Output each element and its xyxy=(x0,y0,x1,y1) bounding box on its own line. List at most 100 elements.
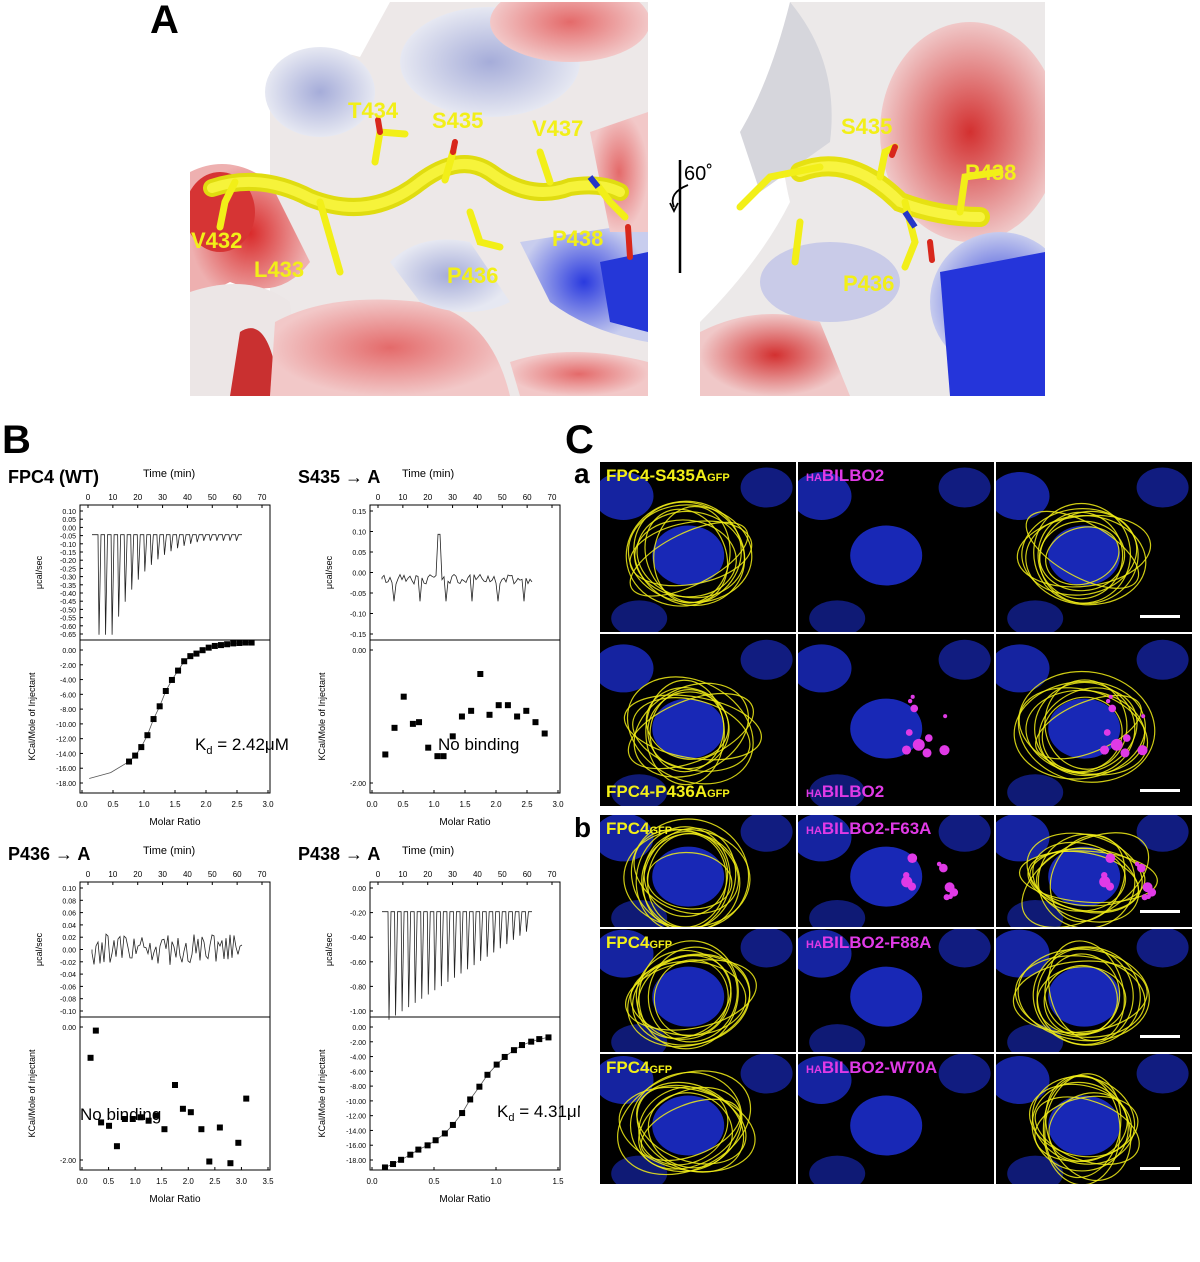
bottom-y-tick: -12.00 xyxy=(56,737,76,744)
binding-isotherm-frame xyxy=(369,639,561,794)
label-l433: L433 xyxy=(254,257,305,282)
x-tick: 1.5 xyxy=(459,800,471,809)
isotherm-point xyxy=(106,1122,113,1129)
time-tick: 0 xyxy=(376,493,381,502)
top-y-axis-label: μcal/sec xyxy=(324,555,334,589)
isotherm-point xyxy=(415,1146,422,1153)
isotherm-point xyxy=(248,639,255,646)
bottom-y-tick: -14.00 xyxy=(346,1128,366,1135)
panel-b-letter: B xyxy=(2,418,31,462)
raw-heat-trace xyxy=(92,534,242,635)
isotherm-point xyxy=(486,711,493,718)
top-y-tick: 0.00 xyxy=(62,948,76,955)
bottom-y-tick: -2.00 xyxy=(350,781,366,788)
panel-c-letter: C xyxy=(565,418,594,462)
time-tick: 60 xyxy=(233,493,242,502)
magenta-channel-label: HABILBO2-F88A xyxy=(806,933,932,952)
isotherm-point xyxy=(504,702,511,709)
top-y-tick: 0.05 xyxy=(352,550,366,557)
label-right-p436: P436 xyxy=(843,271,895,296)
time-tick: 70 xyxy=(548,493,557,502)
isotherm-point xyxy=(407,1151,414,1158)
top-y-tick: -0.65 xyxy=(60,632,76,639)
x-tick: 0.5 xyxy=(107,800,119,809)
micrograph-r4-c0: FPC4GFP xyxy=(600,1054,796,1184)
itc-title: P436 → A xyxy=(8,844,90,864)
time-tick: 40 xyxy=(473,493,482,502)
green-channel-label: FPC4-S435AGFP xyxy=(606,466,730,485)
x-tick: 1.0 xyxy=(138,800,150,809)
time-tick: 20 xyxy=(423,493,432,502)
x-tick: 0.0 xyxy=(76,1177,88,1186)
isotherm-point xyxy=(132,752,139,759)
green-channel-label: FPC4GFP xyxy=(606,1058,673,1077)
x-tick: 3.0 xyxy=(236,1177,248,1186)
bottom-y-tick: 0.00 xyxy=(62,1025,76,1032)
scale-bar xyxy=(1140,1035,1180,1038)
isotherm-point xyxy=(242,639,249,646)
isotherm-point xyxy=(398,1156,405,1163)
itc-plot-2: P436 → A Time (min) 0 10 20 30 40 50 60 70 0.10 0.0… xyxy=(8,844,274,1205)
isotherm-point xyxy=(144,732,151,739)
itc-plot-3: P438 → A Time (min) 0 10 20 30 40 50 60 70 0.00 -0.… xyxy=(298,844,580,1205)
x-tick: 2.0 xyxy=(490,800,502,809)
top-y-axis-label: μcal/sec xyxy=(34,932,44,966)
bottom-y-tick: -4.00 xyxy=(350,1055,366,1062)
time-axis-label: Time (min) xyxy=(143,468,195,480)
isotherm-point xyxy=(532,719,539,726)
isotherm-point xyxy=(495,702,502,709)
scale-bar xyxy=(1140,615,1180,618)
time-tick: 10 xyxy=(398,493,407,502)
isotherm-point xyxy=(484,1071,491,1078)
bottom-y-axis-label: KCal/Mole of Injectant xyxy=(27,1049,37,1138)
magenta-channel-label: HABILBO2-F63A xyxy=(806,819,932,838)
time-tick: 70 xyxy=(258,493,267,502)
panel-a-letter: A xyxy=(150,0,179,42)
time-tick: 20 xyxy=(133,870,142,879)
panel-a-right-structure xyxy=(700,2,1045,396)
isotherm-point xyxy=(409,720,416,727)
isotherm-point xyxy=(217,642,224,649)
top-y-tick: -0.55 xyxy=(60,616,76,623)
scale-bar xyxy=(1140,789,1180,792)
time-axis-label: Time (min) xyxy=(402,845,454,857)
x-tick: 0.5 xyxy=(397,800,409,809)
top-y-tick: -0.50 xyxy=(60,607,76,614)
isotherm-point xyxy=(441,1130,448,1137)
isotherm-point xyxy=(230,640,237,647)
x-axis-label: Molar Ratio xyxy=(149,1194,201,1205)
time-tick: 30 xyxy=(448,493,457,502)
time-tick: 20 xyxy=(133,493,142,502)
time-tick: 50 xyxy=(498,493,507,502)
isotherm-point xyxy=(449,1121,456,1128)
isotherm-point xyxy=(425,744,432,751)
raw-heat-frame xyxy=(369,881,561,1018)
top-y-tick: 0.05 xyxy=(62,517,76,524)
bottom-y-axis-label: KCal/Mole of Injectant xyxy=(27,672,37,761)
panel-c-row-a-letter: a xyxy=(574,458,590,489)
isotherm-point xyxy=(211,642,218,649)
scale-bar xyxy=(1140,910,1180,913)
bottom-y-tick: -8.00 xyxy=(350,1084,366,1091)
top-y-tick: -0.45 xyxy=(60,599,76,606)
time-tick: 30 xyxy=(448,870,457,879)
time-tick: 20 xyxy=(423,870,432,879)
isotherm-point xyxy=(467,1096,474,1103)
time-tick: 0 xyxy=(376,870,381,879)
bottom-y-tick: -18.00 xyxy=(346,1158,366,1165)
isotherm-point xyxy=(206,1158,213,1165)
binding-isotherm-frame xyxy=(79,639,271,794)
isotherm-point xyxy=(168,676,175,683)
bottom-y-tick: -12.00 xyxy=(346,1114,366,1121)
top-y-tick: -0.10 xyxy=(60,1009,76,1016)
label-right-p438: P438 xyxy=(965,160,1017,185)
micrograph-r1-c1: HABILBO2 xyxy=(798,634,994,806)
panel-a-left-structure xyxy=(190,2,648,396)
itc-plot-0: FPC4 (WT) Time (min)0 10 20 30 40 50 60 700.100.… xyxy=(8,467,289,828)
top-y-tick: -0.20 xyxy=(60,558,76,565)
time-axis-label: Time (min) xyxy=(143,845,195,857)
bottom-y-tick: -16.00 xyxy=(346,1143,366,1150)
micrograph-r3-c1: HABILBO2-F88A xyxy=(798,929,994,1052)
top-y-tick: 0.15 xyxy=(352,509,366,516)
isotherm-point xyxy=(493,1061,500,1068)
